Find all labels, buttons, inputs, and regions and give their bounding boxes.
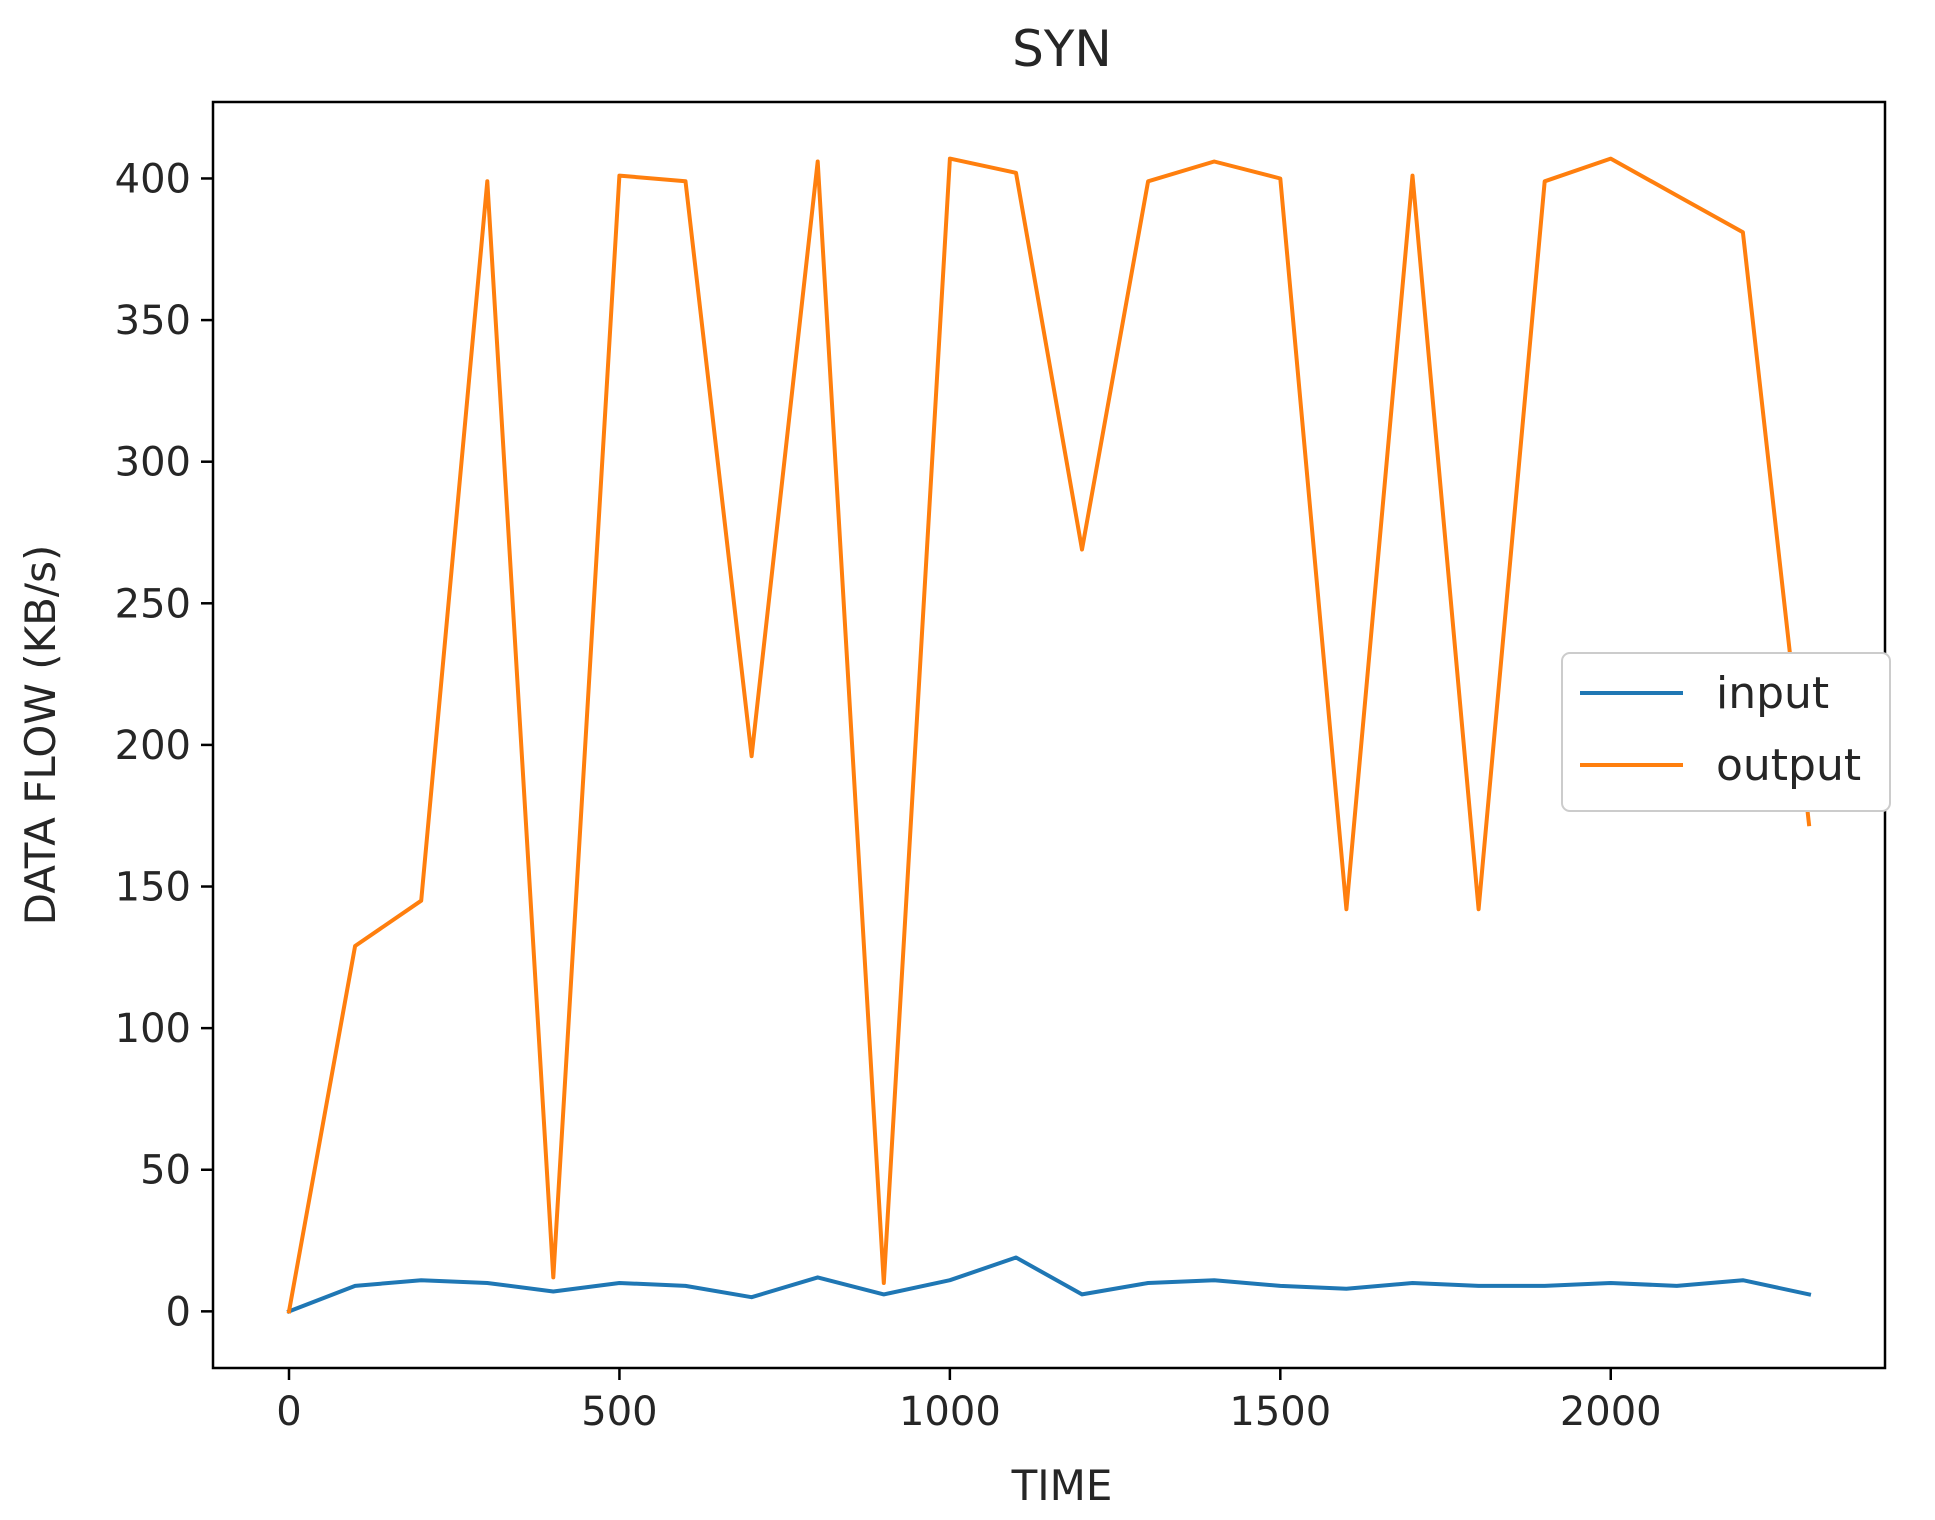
x-tick-label: 500 xyxy=(581,1389,657,1435)
series-layer xyxy=(286,156,1812,1314)
x-tick-label: 2000 xyxy=(1560,1389,1662,1435)
legend-label-output: output xyxy=(1716,740,1861,791)
legend-label-input: input xyxy=(1716,668,1829,719)
y-tick-label: 100 xyxy=(115,1006,191,1052)
y-axis-title: DATA FLOW (KB/s) xyxy=(16,545,65,926)
y-tick-label: 400 xyxy=(115,156,191,202)
y-tick-label: 50 xyxy=(140,1148,191,1194)
y-tick-label: 200 xyxy=(115,723,191,769)
x-tick-label: 0 xyxy=(276,1389,301,1435)
x-tick-label: 1000 xyxy=(899,1389,1001,1435)
y-axis-ticks: 0 50 100 150 200 250 300 350 400 xyxy=(115,156,213,1335)
series-line-output xyxy=(286,156,1812,1314)
chart-title: SYN xyxy=(1012,20,1112,78)
x-tick-label: 1500 xyxy=(1229,1389,1331,1435)
y-tick-label: 150 xyxy=(115,865,191,911)
y-tick-label: 350 xyxy=(115,298,191,344)
legend: input output xyxy=(1561,652,1891,812)
x-axis-ticks: 0 500 1000 1500 2000 xyxy=(276,1368,1662,1435)
x-axis-title: TIME xyxy=(1011,1461,1113,1510)
y-tick-label: 0 xyxy=(166,1289,191,1335)
y-tick-label: 300 xyxy=(115,440,191,486)
y-tick-label: 250 xyxy=(115,581,191,627)
series-line-input xyxy=(286,1255,1812,1314)
